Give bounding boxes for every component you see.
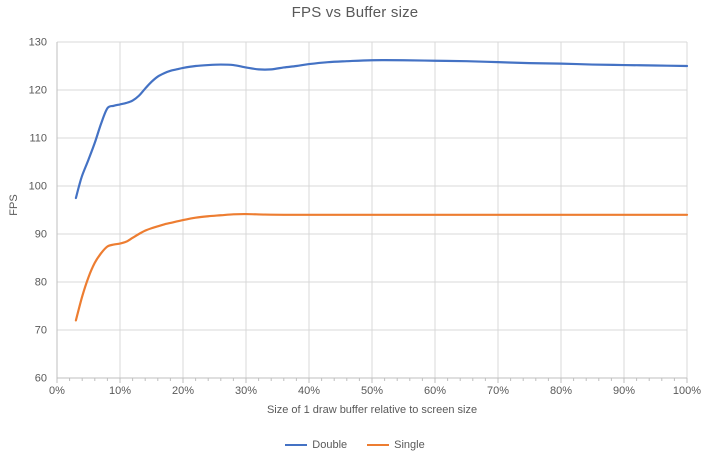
x-axis-title: Size of 1 draw buffer relative to screen… xyxy=(266,404,478,416)
x-tick-label: 30% xyxy=(235,385,257,397)
legend-label-single: Single xyxy=(394,439,425,451)
x-tick-label: 60% xyxy=(424,385,446,397)
x-tick-label: 0% xyxy=(49,385,65,397)
y-tick-label: 70 xyxy=(35,325,47,337)
y-tick-label: 100 xyxy=(29,181,47,193)
series-line-single[interactable] xyxy=(74,212,689,322)
y-tick-label: 130 xyxy=(29,37,47,49)
x-tick-label: 80% xyxy=(550,385,572,397)
series-line-double[interactable] xyxy=(74,59,689,200)
y-tick-label: 120 xyxy=(29,85,47,97)
y-tick-label: 80 xyxy=(35,277,47,289)
y-tick-label: 110 xyxy=(29,133,47,145)
legend-line-swatch-single xyxy=(367,444,390,446)
legend: Double Single xyxy=(0,439,710,451)
legend-label-double: Double xyxy=(312,439,348,451)
legend-item-single[interactable]: Single xyxy=(367,439,425,451)
x-tick-label: 50% xyxy=(361,385,383,397)
y-axis-title: FPS xyxy=(8,194,20,216)
chart-title: FPS vs Buffer size xyxy=(291,4,419,21)
x-tick-label: 10% xyxy=(109,385,131,397)
y-tick-label: 60 xyxy=(35,373,47,385)
x-tick-label: 100% xyxy=(673,385,701,397)
y-tick-label: 90 xyxy=(35,229,47,241)
x-tick-label: 40% xyxy=(298,385,320,397)
legend-line-swatch-double xyxy=(285,444,308,446)
legend-item-double[interactable]: Double xyxy=(285,439,347,451)
x-tick-label: 20% xyxy=(172,385,194,397)
x-tick-label: 90% xyxy=(613,385,635,397)
x-tick-label: 70% xyxy=(487,385,509,397)
